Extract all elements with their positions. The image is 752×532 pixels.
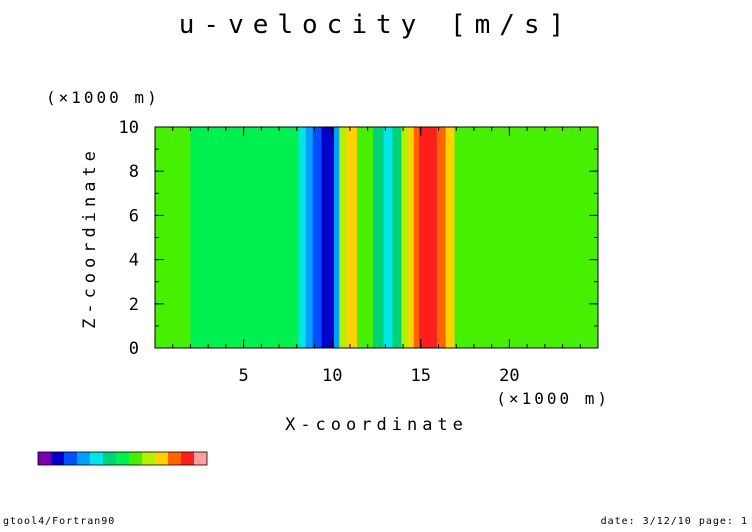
colorbar-swatch-0 — [38, 452, 51, 465]
heatmap-band-6 — [333, 127, 340, 348]
heatmap-band-5 — [321, 127, 335, 348]
colorbar-frame — [37, 451, 208, 466]
heatmap-band-4 — [312, 127, 323, 348]
heatmap-band-17 — [427, 127, 438, 348]
y-tick-label: 8 — [129, 162, 139, 182]
heatmap-bands — [155, 127, 599, 348]
heatmap-band-19 — [445, 127, 455, 348]
colorbar-swatch-10 — [168, 452, 181, 465]
colorbar-swatch-1 — [51, 452, 64, 465]
heatmap-band-12 — [392, 127, 402, 348]
heatmap-band-18 — [436, 127, 447, 348]
colorbar-swatch-8 — [142, 452, 155, 465]
heatmap-band-15 — [413, 127, 420, 348]
heatmap-band-16 — [419, 127, 429, 348]
y-multiplier-label: (×1000 m) — [46, 88, 160, 107]
x-tick-label: 10 — [322, 366, 342, 386]
footer-date-page: date: 3/12/10 page: 1 — [600, 516, 748, 527]
heatmap-band-2 — [298, 127, 307, 348]
colorbar — [37, 451, 208, 466]
heatmap-band-3 — [305, 127, 314, 348]
colorbar-swatch-11 — [181, 452, 194, 465]
colorbar-swatch-2 — [64, 452, 77, 465]
footer-program: gtool4/Fortran90 — [3, 516, 116, 527]
heatmap-band-1 — [190, 127, 300, 348]
heatmap-band-7 — [339, 127, 347, 348]
heatmap-band-9 — [357, 127, 374, 348]
axes — [154, 126, 599, 349]
y-tick-label: 10 — [119, 118, 139, 138]
heatmap-band-14 — [408, 127, 415, 348]
axis-labels: 5 10 15 20 0 2 4 6 8 10 X-coordinate Z-coordinate (×… — [46, 88, 610, 435]
chart-title: u-velocity [m/s] — [178, 10, 574, 40]
x-tick-label: 15 — [411, 366, 431, 386]
x-multiplier-label: (×1000 m) — [496, 389, 610, 408]
colorbar-swatch-4 — [90, 452, 103, 465]
heatmap-band-0 — [155, 127, 191, 348]
heatmap-band-11 — [383, 127, 393, 348]
y-tick-label: 6 — [129, 206, 139, 226]
colorbar-swatch-12 — [194, 452, 207, 465]
heatmap-band-13 — [401, 127, 409, 348]
colorbar-swatch-3 — [77, 452, 90, 465]
heatmap-band-8 — [346, 127, 358, 348]
y-tick-label: 0 — [129, 339, 139, 359]
x-tick-label: 20 — [499, 366, 519, 386]
colorbar-swatch-9 — [155, 452, 168, 465]
y-tick-label: 2 — [129, 295, 139, 315]
colorbar-swatch-7 — [129, 452, 142, 465]
y-axis-title: Z-coordinate — [80, 146, 100, 329]
colorbar-swatch-5 — [103, 452, 116, 465]
x-axis-title: X-coordinate — [285, 415, 468, 435]
y-tick-label: 4 — [129, 251, 139, 271]
x-tick-label: 5 — [238, 366, 248, 386]
colorbar-swatch-6 — [116, 452, 129, 465]
heatmap-band-20 — [454, 127, 599, 348]
heatmap-band-10 — [372, 127, 385, 348]
